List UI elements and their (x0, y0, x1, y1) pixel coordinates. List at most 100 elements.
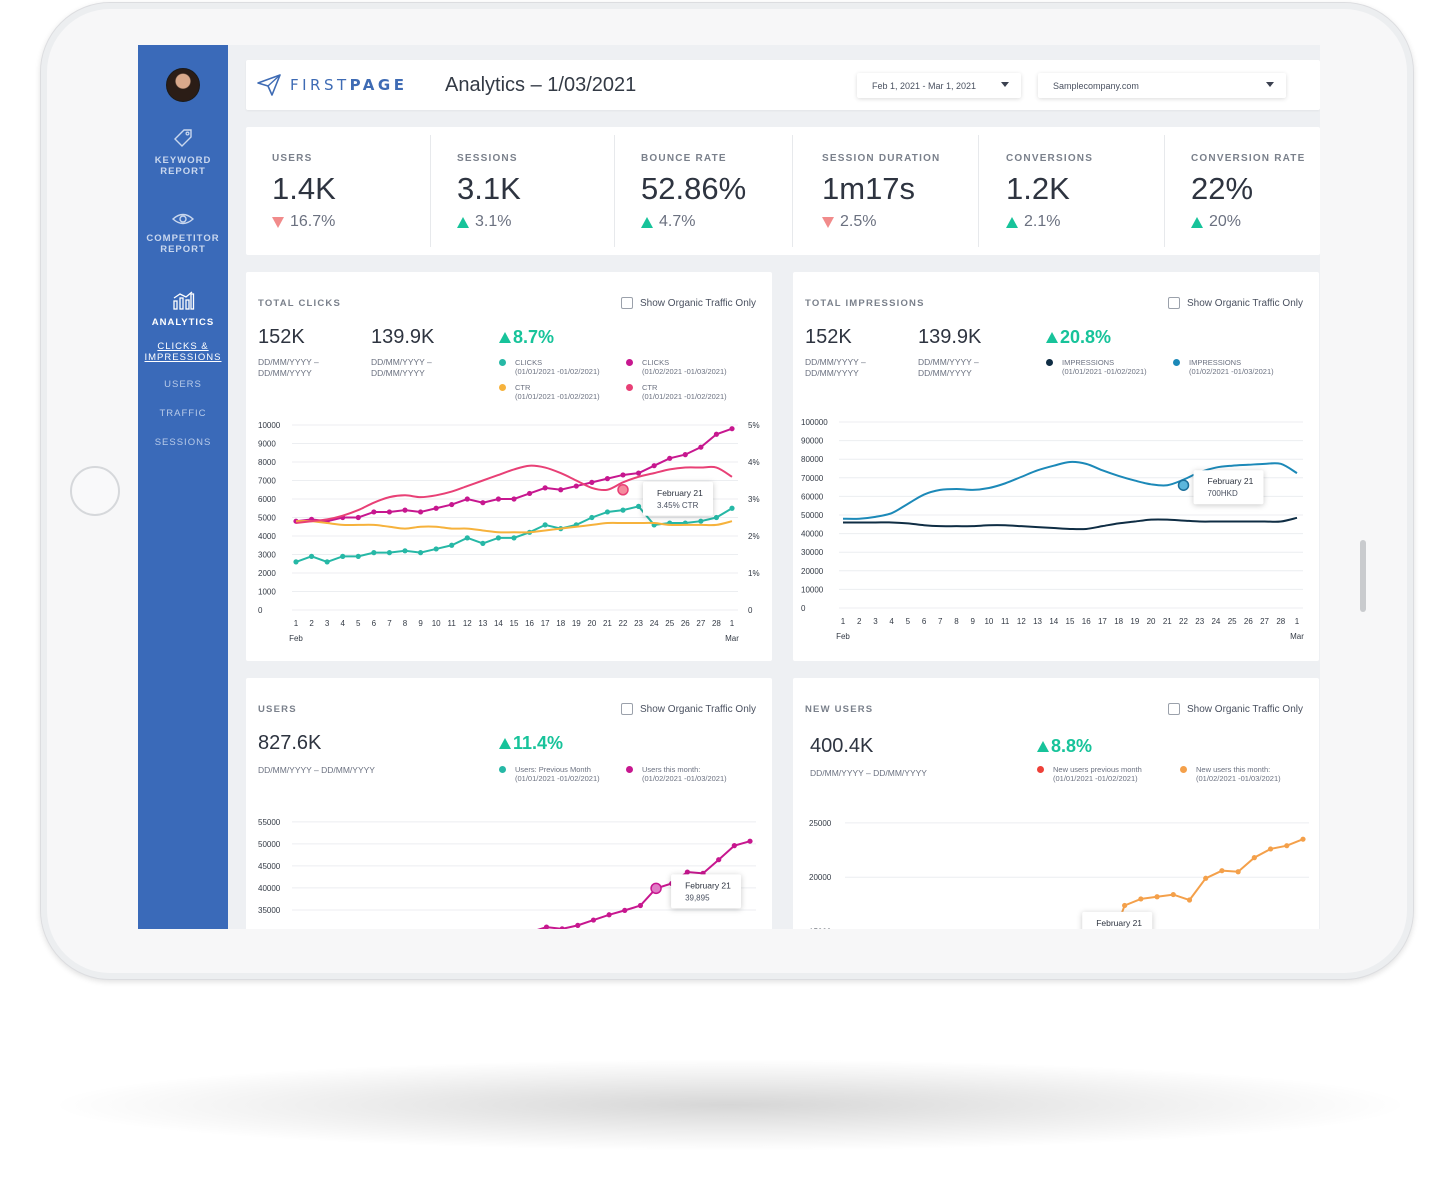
checkbox[interactable] (1168, 297, 1181, 309)
x-edge-label: Feb (836, 632, 850, 641)
data-point (682, 452, 688, 458)
data-point (293, 559, 299, 565)
kpi-value: 1.2K (1006, 171, 1070, 206)
x-tick-label: 2 (857, 617, 862, 626)
y-tick-label: 80000 (801, 455, 824, 464)
highlight-point (617, 484, 629, 496)
site-select[interactable]: Samplecompany.com (1038, 73, 1286, 98)
firstpage-logo[interactable]: FIRSTPAGE (256, 73, 407, 97)
data-point (573, 522, 579, 528)
series-line (1114, 838, 1304, 929)
data-point (324, 518, 330, 524)
avatar[interactable] (166, 68, 200, 102)
data-point (558, 526, 564, 532)
x-tick-label: 5 (356, 619, 361, 628)
data-point (575, 922, 581, 928)
card-title: TOTAL CLICKS (258, 298, 342, 309)
date-range-b: DD/MM/YYYY – DD/MM/YYYY (371, 357, 432, 378)
x-tick-label: 18 (556, 619, 565, 628)
x-tick-label: 8 (954, 617, 959, 626)
checkbox[interactable] (1168, 703, 1181, 715)
organic-toggle[interactable]: Show Organic Traffic Only (621, 703, 756, 715)
data-point (651, 522, 657, 528)
nav-sessions[interactable]: SESSIONS (154, 437, 212, 448)
y-tick-label: 10000 (258, 421, 281, 430)
x-tick-label: 24 (650, 619, 659, 628)
y-tick-label: 70000 (801, 474, 824, 483)
y-tick-label: 1000 (258, 588, 276, 597)
new-users-chart: 15000 20000 25000 February 2114,968 (809, 819, 1309, 929)
organic-label: Show Organic Traffic Only (1187, 297, 1303, 309)
kpi-sessions: SESSIONS 3.1K 3.1% (430, 127, 614, 255)
x-tick-label: 10 (432, 619, 441, 628)
x-tick-label: 13 (1033, 617, 1042, 626)
new-users-card: NEW USERS Show Organic Traffic Only 400.… (793, 678, 1319, 929)
checkbox[interactable] (621, 703, 634, 715)
x-tick-label: 4 (889, 617, 894, 626)
x-tick-label: 15 (1066, 617, 1075, 626)
legend-item: New users this month: (01/02/2021 -01/03/… (1180, 765, 1281, 783)
x-tick-label: 1 (294, 619, 299, 628)
data-point (526, 490, 533, 497)
y-tick-label: 90000 (801, 437, 824, 446)
y-tick-label: 30000 (258, 928, 281, 929)
kpi-conversions: CONVERSIONS 1.2K 2.1% (978, 127, 1164, 255)
date-range-b: DD/MM/YYYY – DD/MM/YYYY (918, 357, 979, 378)
legend-item: Users: Previous Month (01/01/2021 -01/02/… (499, 765, 600, 783)
y-tick-label: 9000 (258, 440, 276, 449)
kpi-session-duration: SESSION DURATION 1m17s 2.5% (792, 127, 978, 255)
data-point (1284, 843, 1290, 849)
arrow-up-icon (1191, 216, 1203, 228)
data-point (635, 503, 642, 509)
y-tick-label: 8000 (258, 458, 276, 467)
home-button (70, 466, 120, 516)
kpi-label: SESSION DURATION (822, 153, 941, 164)
nav-analytics[interactable]: ANALYTICS (138, 291, 228, 328)
y2-tick-label: 0 (748, 606, 753, 615)
kpi-row: USERS 1.4K 16.7% SESSIONS 3.1K 3.1% BOUNCE RAT… (246, 127, 1320, 255)
data-point (558, 487, 564, 493)
nav-keyword-report-label: KEYWORD REPORT (154, 155, 212, 177)
total-clicks-card: TOTAL CLICKS Show Organic Traffic Only 1… (246, 272, 772, 661)
organic-toggle[interactable]: Show Organic Traffic Only (1168, 703, 1303, 715)
y-tick-label: 25000 (809, 819, 832, 828)
organic-toggle[interactable]: Show Organic Traffic Only (621, 297, 756, 309)
data-point (480, 540, 486, 546)
tooltip: February 21 3.45% CTR (643, 481, 713, 516)
x-tick-label: 6 (922, 617, 927, 626)
x-tick-label: 16 (1082, 617, 1091, 626)
x-tick-label: 28 (712, 619, 721, 628)
kpi-delta: 2.1% (1006, 213, 1060, 231)
metric-current: 400.4K (810, 735, 874, 757)
data-point (747, 838, 753, 844)
nav-traffic[interactable]: TRAFFIC (159, 408, 207, 419)
x-tick-label: 25 (665, 619, 674, 628)
organic-toggle[interactable]: Show Organic Traffic Only (1168, 297, 1303, 309)
data-point (1170, 891, 1176, 898)
chevron-down-icon (1001, 82, 1009, 87)
nav-users[interactable]: USERS (164, 379, 202, 390)
x-tick-label: 4 (340, 619, 345, 628)
y-tick-label: 40000 (801, 530, 824, 539)
y2-tick-label: 4% (748, 458, 760, 467)
data-point (340, 514, 346, 521)
data-point (606, 912, 612, 918)
data-point (542, 522, 548, 528)
data-point (1235, 869, 1241, 875)
data-point (698, 444, 704, 450)
data-point (716, 857, 722, 863)
tooltip-box (671, 874, 742, 909)
date-range-select[interactable]: Feb 1, 2021 - Mar 1, 2021 (857, 73, 1021, 98)
metric-previous: 139.9K (918, 326, 982, 348)
data-point (1186, 897, 1193, 903)
date-range-a: DD/MM/YYYY – DD/MM/YYYY (810, 768, 927, 778)
kpi-label: CONVERSIONS (1006, 153, 1094, 164)
nav-keyword-report[interactable]: KEYWORD REPORT (138, 127, 228, 177)
nav-competitor-report[interactable]: COMPETITOR REPORT (138, 211, 228, 255)
arrow-up-icon (1006, 216, 1018, 228)
x-tick-label: 17 (541, 619, 550, 628)
checkbox[interactable] (621, 297, 634, 309)
data-point (682, 520, 688, 526)
x-tick-label: 11 (1001, 617, 1010, 626)
nav-clicks-impressions[interactable]: CLICKS & IMPRESSIONS (144, 341, 222, 363)
